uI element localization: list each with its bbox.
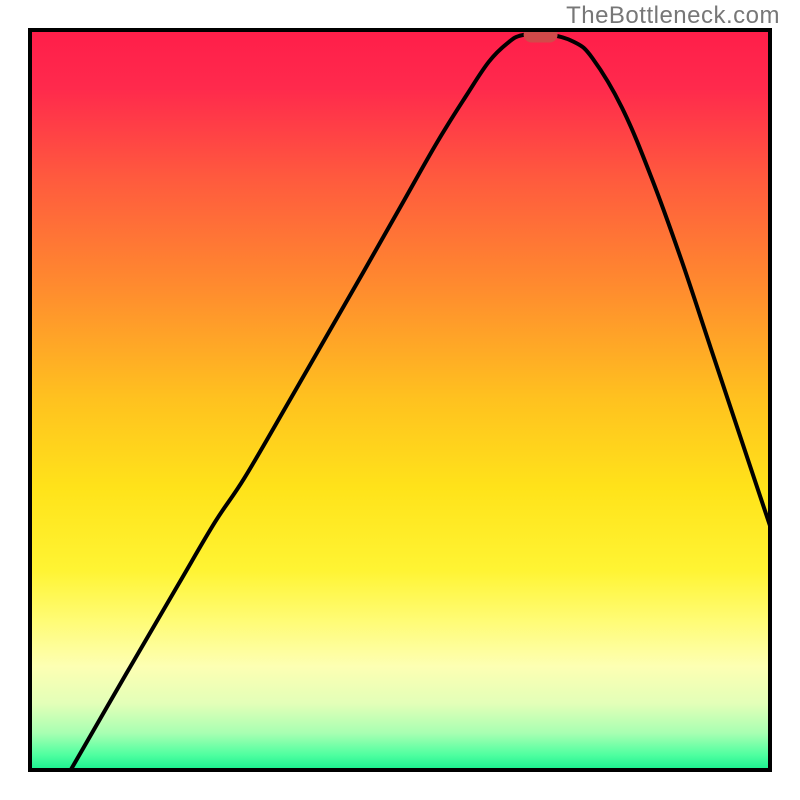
watermark-text: TheBottleneck.com [566,2,780,30]
gradient-background [30,30,770,770]
chart-container: TheBottleneck.com [0,0,800,800]
bottleneck-chart [0,0,800,800]
